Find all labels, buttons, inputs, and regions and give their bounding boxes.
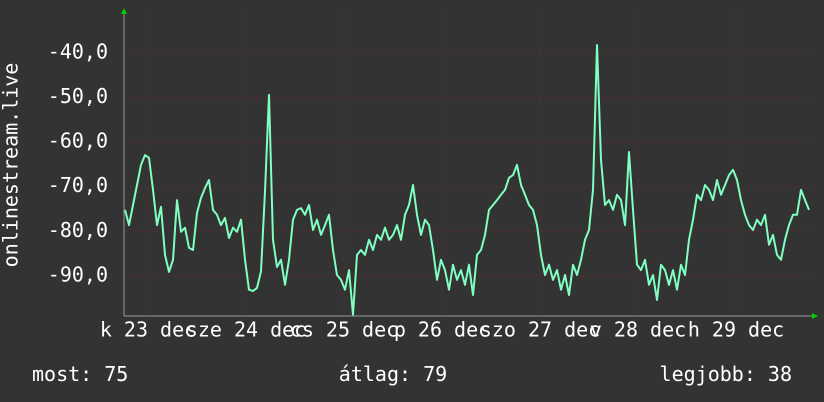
- stat-label: átlag:: [339, 362, 411, 386]
- x-tick-label: szo 27 dec: [480, 318, 600, 342]
- x-tick-label: p 26 dec: [394, 318, 490, 342]
- y-tick-label: -50,0: [48, 84, 108, 108]
- stat: legjobb: 38: [660, 362, 792, 386]
- x-tick-label: k 23 dec: [100, 318, 196, 342]
- stat: most: 75: [32, 362, 128, 386]
- x-tick-label: sze 24 dec: [186, 318, 306, 342]
- y-tick-label: -60,0: [48, 129, 108, 153]
- y-tick-label: -90,0: [48, 262, 108, 286]
- stat-value: 38: [768, 362, 792, 386]
- stat-value: 79: [423, 362, 447, 386]
- y-axis-label: onlinestream.live: [0, 63, 23, 268]
- x-tick-label: h 29 dec: [688, 318, 784, 342]
- axis-arrow: [121, 8, 127, 14]
- y-tick-label: -40,0: [48, 40, 108, 64]
- axis-arrow: [812, 313, 818, 319]
- stat-value: 75: [104, 362, 128, 386]
- data-line: [124, 44, 810, 316]
- y-tick-label: -80,0: [48, 218, 108, 242]
- x-tick-label: v 28 dec: [590, 318, 686, 342]
- stat-label: most:: [32, 362, 92, 386]
- y-tick-label: -70,0: [48, 173, 108, 197]
- x-tick-label: cs 25 dec: [290, 318, 398, 342]
- stat: átlag: 79: [339, 362, 447, 386]
- stat-label: legjobb:: [660, 362, 756, 386]
